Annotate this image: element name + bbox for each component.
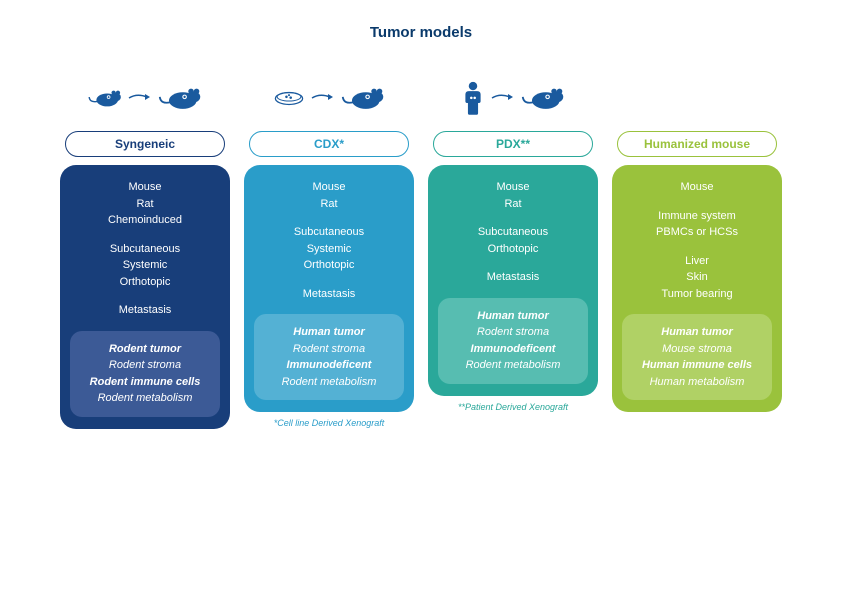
group-item: Metastasis [70,302,220,319]
sub-item: Rodent tumor [76,341,214,358]
sub-item: Human tumor [444,308,582,325]
group-item: Mouse [622,179,772,196]
group-item: Metastasis [254,286,404,303]
group-item: Mouse [254,179,404,196]
humanized-group: LiverSkinTumor bearing [622,253,772,303]
humanized-pill: Humanized mouse [617,131,777,157]
group-item: Systemic [70,257,220,274]
sub-item: Rodent immune cells [76,374,214,391]
group-item: Orthotopic [254,257,404,274]
syngeneic-group: SubcutaneousSystemicOrthotopic [70,241,220,291]
pdx-group: SubcutaneousOrthotopic [438,224,588,257]
model-column-syngeneic: Syngeneic MouseRatChemoinduced Subcutaneou… [60,71,230,429]
group-item: Subcutaneous [254,224,404,241]
syngeneic-group: MouseRatChemoinduced [70,179,220,229]
syngeneic-pill: Syngeneic [65,131,225,157]
syngeneic-icon [87,71,203,125]
syngeneic-body: MouseRatChemoinduced SubcutaneousSystemic… [60,165,230,429]
pdx-footnote: **Patient Derived Xenograft [458,402,568,412]
pdx-sub: Human tumorRodent stromaImmunodeficentRo… [438,298,588,384]
sub-item: Rodent stroma [444,324,582,341]
group-item: Subcutaneous [438,224,588,241]
cdx-group: SubcutaneousSystemicOrthotopic [254,224,404,274]
sub-item: Human tumor [628,324,766,341]
humanized-group: Mouse [622,179,772,196]
cdx-pill: CDX* [249,131,409,157]
humanized-body: Mouse Immune systemPBMCs or HCSs LiverSkin… [612,165,782,412]
cdx-group: Metastasis [254,286,404,303]
sub-item: Rodent stroma [260,341,398,358]
sub-item: Human metabolism [628,374,766,391]
cdx-footnote: *Cell line Derived Xenograft [274,418,385,428]
group-item: Orthotopic [70,274,220,291]
group-item: Systemic [254,241,404,258]
sub-item: Rodent stroma [76,357,214,374]
pdx-group: MouseRat [438,179,588,212]
group-item: Mouse [438,179,588,196]
cdx-group: MouseRat [254,179,404,212]
sub-item: Immunodeficent [260,357,398,374]
group-item: Skin [622,269,772,286]
pdx-group: Metastasis [438,269,588,286]
sub-item: Mouse stroma [628,341,766,358]
group-item: Liver [622,253,772,270]
sub-item: Human immune cells [628,357,766,374]
model-column-cdx: CDX* MouseRat SubcutaneousSystemicOrthotop… [244,71,414,429]
humanized-group: Immune systemPBMCs or HCSs [622,208,772,241]
group-item: Rat [438,196,588,213]
sub-item: Rodent metabolism [260,374,398,391]
pdx-body: MouseRat SubcutaneousOrthotopic Metastasis… [428,165,598,396]
group-item: Subcutaneous [70,241,220,258]
cdx-sub: Human tumorRodent stromaImmunodeficentRo… [254,314,404,400]
syngeneic-sub: Rodent tumorRodent stromaRodent immune c… [70,331,220,417]
model-column-humanized: Humanized mouse Mouse Immune systemPBMCs o… [612,71,782,429]
group-item: Mouse [70,179,220,196]
group-item: Rat [254,196,404,213]
group-item: PBMCs or HCSs [622,224,772,241]
sub-item: Rodent metabolism [76,390,214,407]
cdx-icon [272,71,386,125]
group-item: Tumor bearing [622,286,772,303]
cdx-body: MouseRat SubcutaneousSystemicOrthotopic Me… [244,165,414,412]
page-title: Tumor models [60,24,782,41]
group-item: Chemoinduced [70,212,220,229]
sub-item: Human tumor [260,324,398,341]
syngeneic-group: Metastasis [70,302,220,319]
group-item: Orthotopic [438,241,588,258]
group-item: Metastasis [438,269,588,286]
pdx-pill: PDX** [433,131,593,157]
group-item: Rat [70,196,220,213]
sub-item: Immunodeficent [444,341,582,358]
group-item: Immune system [622,208,772,225]
columns-container: SyngeneicMouseRatChemoinducedSubcutaneou… [60,71,782,429]
sub-item: Rodent metabolism [444,357,582,374]
pdx-icon [460,71,566,125]
humanized-sub: Human tumorMouse stromaHuman immune cell… [622,314,772,400]
model-column-pdx: PDX** MouseRat SubcutaneousOrthotopic Metas… [428,71,598,429]
